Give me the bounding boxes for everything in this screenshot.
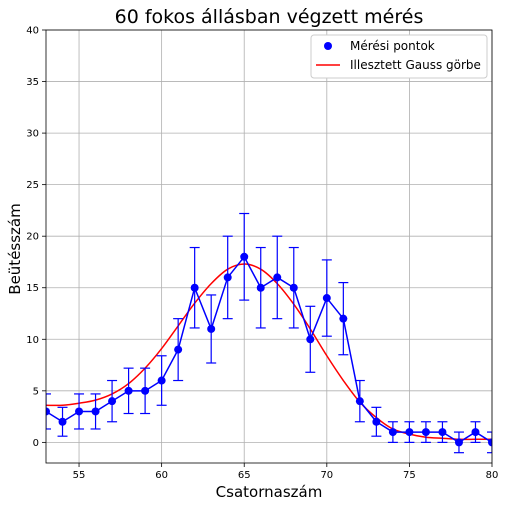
legend-label-points: Mérési pontok [350,39,435,53]
y-tick-label: 0 [33,438,39,449]
x-tick-label: 65 [238,470,251,481]
y-tick-label: 10 [26,335,39,346]
data-point [488,438,492,447]
legend-box [310,34,488,79]
data-point [306,335,315,344]
data-point [438,428,447,437]
y-tick-label: 35 [26,77,39,88]
legend-label-fit: Illesztett Gauss görbe [350,58,481,72]
data-point [124,386,133,395]
data-point [388,428,397,437]
y-axis-title: Beütésszám [6,203,24,294]
x-tick-label: 80 [486,470,499,481]
data-point [157,376,166,385]
data-point [141,386,150,395]
data-point [174,345,183,354]
y-tick-label: 5 [33,386,39,397]
plot-series [46,212,492,454]
data-point [273,273,282,282]
x-tick-label: 55 [73,470,86,481]
data-point [46,407,50,416]
measurement-line [46,255,492,444]
x-axis-title: Csatornaszám [216,483,323,501]
data-point [421,428,430,437]
data-point [372,417,381,426]
data-point [207,324,216,333]
y-tick-label: 30 [26,129,39,140]
data-point [471,428,480,437]
data-point [91,407,100,416]
data-point [454,438,463,447]
legend-marker-points [324,42,332,50]
data-point [240,252,249,261]
data-point [223,273,232,282]
data-point [108,397,117,406]
x-tick-label: 75 [403,470,416,481]
y-tick-label: 15 [26,283,39,294]
series-group [46,212,492,454]
data-point [58,417,67,426]
data-point [289,283,298,292]
fit-curve [46,263,492,441]
x-tick-label: 60 [155,470,168,481]
data-point [75,407,84,416]
data-point [405,428,414,437]
ticks: 55 60 65 70 75 80 0 5 10 15 20 25 30 35 40 [26,26,498,482]
data-point [355,397,364,406]
x-tick-label: 70 [320,470,333,481]
legend: Mérési pontok Illesztett Gauss görbe [310,34,488,79]
y-tick-label: 25 [26,180,39,191]
y-tick-label: 20 [26,232,39,243]
chart-title: 60 fokos állásban végzett mérés [115,6,424,28]
plot-frame [45,29,493,464]
errorbar [46,393,51,430]
errorbar [487,431,492,454]
data-point [256,283,265,292]
data-point [190,283,199,292]
data-point [339,314,348,323]
data-point [322,294,331,303]
y-tick-label: 40 [26,26,39,37]
